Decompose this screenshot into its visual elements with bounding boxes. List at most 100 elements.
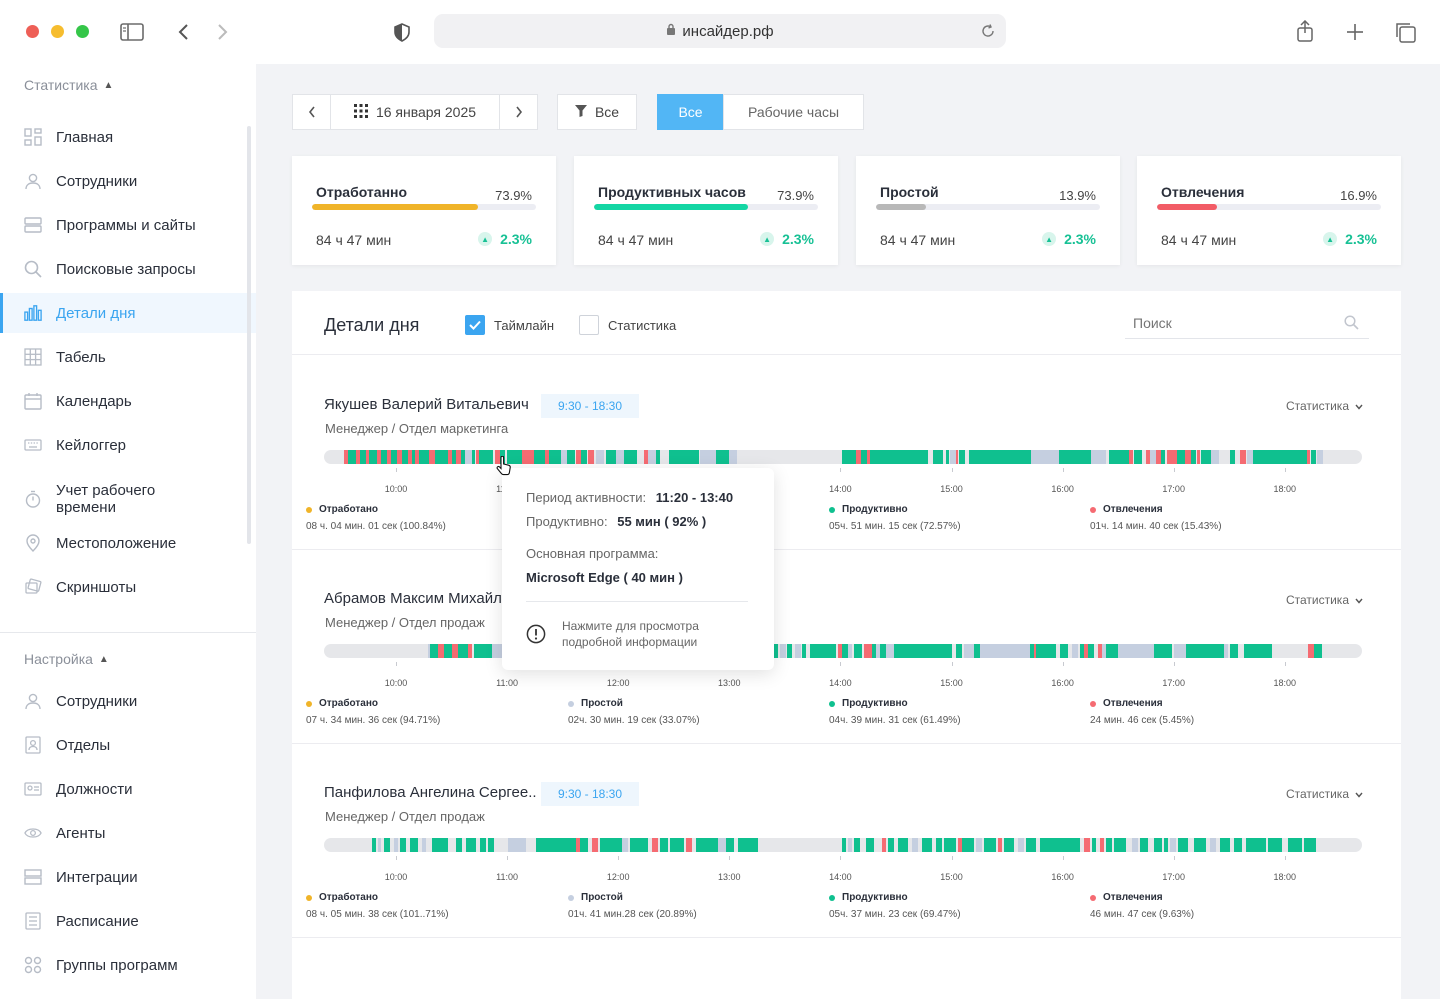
timeline-segment[interactable] bbox=[1084, 838, 1090, 852]
timeline-segment[interactable] bbox=[408, 450, 412, 464]
timeline-segment[interactable] bbox=[1194, 838, 1206, 852]
timeline-segment[interactable] bbox=[854, 838, 860, 852]
timeline-segment[interactable] bbox=[842, 644, 848, 658]
timeline-segment[interactable] bbox=[1161, 450, 1165, 464]
timeline-segment[interactable] bbox=[360, 450, 366, 464]
timeline-segment[interactable] bbox=[472, 450, 475, 464]
timeline-segment[interactable] bbox=[596, 450, 604, 464]
timeline-segment[interactable] bbox=[1220, 838, 1230, 852]
employee-row[interactable]: Якушев Валерий Витальевич 9:30 - 18:30 Мен… bbox=[292, 356, 1401, 550]
timeline-segment[interactable] bbox=[1140, 838, 1148, 852]
timeline-segment[interactable] bbox=[861, 450, 867, 464]
timeline-segment[interactable] bbox=[419, 450, 429, 464]
share-icon[interactable] bbox=[1293, 18, 1317, 44]
shield-icon[interactable] bbox=[391, 21, 413, 43]
timeline-segment[interactable] bbox=[1197, 450, 1200, 464]
timeline-segment[interactable] bbox=[410, 838, 418, 852]
timeline-segment[interactable] bbox=[466, 838, 476, 852]
toggle-all-button[interactable]: Все bbox=[657, 94, 724, 130]
sidebar-item[interactable]: Сотрудники bbox=[0, 161, 256, 201]
timeline-segment[interactable] bbox=[1060, 644, 1068, 658]
timeline-segment[interactable] bbox=[1150, 450, 1156, 464]
sidebar-item[interactable]: Программы и сайты bbox=[0, 205, 256, 245]
timeline-segment[interactable] bbox=[1166, 644, 1172, 658]
timeline-segment[interactable] bbox=[956, 450, 958, 464]
timeline-segment[interactable] bbox=[1100, 838, 1104, 852]
timeline-segment[interactable] bbox=[465, 450, 472, 464]
timeline-segment[interactable] bbox=[1308, 644, 1314, 658]
employee-row[interactable]: Абрамов Максим Михайлович Менеджер / Отде… bbox=[292, 550, 1401, 744]
timeline-segment[interactable] bbox=[1109, 450, 1129, 464]
timeline-segment[interactable] bbox=[616, 450, 624, 464]
timeline-segment[interactable] bbox=[545, 450, 549, 464]
timeline-segment[interactable] bbox=[400, 838, 406, 852]
timeline-segment[interactable] bbox=[1076, 838, 1080, 852]
tabs-overview-icon[interactable] bbox=[1392, 20, 1418, 44]
statistics-checkbox[interactable]: Статистика bbox=[579, 315, 676, 335]
reload-icon[interactable] bbox=[978, 21, 998, 41]
sidebar-item[interactable]: Агенты bbox=[0, 813, 256, 853]
sidebar-toggle-icon[interactable] bbox=[119, 21, 145, 43]
timeline-segment[interactable] bbox=[686, 838, 692, 852]
timeline-segment[interactable] bbox=[718, 838, 726, 852]
timeline-segment[interactable] bbox=[1246, 838, 1266, 852]
timeline-segment[interactable] bbox=[660, 838, 668, 852]
sidebar-item[interactable]: Должности bbox=[0, 769, 256, 809]
timeline-segment[interactable] bbox=[1178, 838, 1188, 852]
timeline-segment[interactable] bbox=[348, 450, 356, 464]
sidebar-item[interactable]: Сотрудники bbox=[0, 681, 256, 721]
timeline-segment[interactable] bbox=[998, 838, 1002, 852]
timeline-segment[interactable] bbox=[576, 838, 580, 852]
timeline-segment[interactable] bbox=[1170, 838, 1176, 852]
timeline-segment[interactable] bbox=[387, 450, 391, 464]
forward-icon[interactable] bbox=[212, 20, 234, 44]
timeline-segment[interactable] bbox=[936, 838, 942, 852]
timeline-segment[interactable] bbox=[1314, 644, 1322, 658]
timeline-segment[interactable] bbox=[430, 644, 438, 658]
timeline-segment[interactable] bbox=[1208, 644, 1224, 658]
timeline-segment[interactable] bbox=[1004, 838, 1014, 852]
timeline-segment[interactable] bbox=[787, 644, 792, 658]
timeline-segment[interactable] bbox=[648, 450, 656, 464]
employee-name[interactable]: Абрамов Максим Михайлович bbox=[324, 590, 535, 607]
sidebar-item[interactable]: Кейлоггер bbox=[0, 425, 256, 465]
timeline-segment[interactable] bbox=[492, 644, 502, 658]
next-day-button[interactable] bbox=[499, 94, 538, 130]
settings-section-header[interactable]: Настройка ▲ bbox=[24, 651, 109, 667]
timeline-segment[interactable] bbox=[1185, 450, 1191, 464]
statistics-dropdown[interactable]: Статистика bbox=[1286, 593, 1363, 607]
activity-tooltip[interactable]: Период активности: 11:20 - 13:40 Продукт… bbox=[502, 468, 774, 670]
timeline-segment[interactable] bbox=[580, 838, 588, 852]
timeline-segment[interactable] bbox=[950, 450, 956, 464]
timeline-segment[interactable] bbox=[946, 450, 949, 464]
timeline-segment[interactable] bbox=[1091, 450, 1106, 464]
timeline-segment[interactable] bbox=[912, 838, 918, 852]
timeline-segment[interactable] bbox=[956, 644, 962, 658]
timeline-segment[interactable] bbox=[1026, 838, 1036, 852]
timeline-segment[interactable] bbox=[372, 838, 376, 852]
timeline-segment[interactable] bbox=[1268, 838, 1276, 852]
timeline-segment[interactable] bbox=[1307, 450, 1310, 464]
timeline-segment[interactable] bbox=[716, 450, 729, 464]
timeline-segment[interactable] bbox=[870, 450, 928, 464]
timeline-segment[interactable] bbox=[856, 450, 861, 464]
sidebar-item[interactable]: Детали дня bbox=[0, 293, 256, 333]
sidebar-item[interactable]: Главная bbox=[0, 117, 256, 157]
timeline-segment[interactable] bbox=[588, 450, 594, 464]
employee-row[interactable]: Панфилова Ангелина Сергее.. 9:30 - 18:30 М… bbox=[292, 744, 1401, 938]
timeline-segment[interactable] bbox=[1106, 644, 1118, 658]
timeline-segment[interactable] bbox=[876, 644, 880, 658]
sidebar-item[interactable]: Группы программ bbox=[0, 945, 256, 985]
timeline-segment[interactable] bbox=[670, 838, 684, 852]
timeline-segment[interactable] bbox=[1098, 644, 1102, 658]
timeline-segment[interactable] bbox=[1132, 838, 1138, 852]
timeline-segment[interactable] bbox=[780, 644, 786, 658]
timeline-segment[interactable] bbox=[1088, 644, 1094, 658]
timeline-segment[interactable] bbox=[415, 450, 419, 464]
timeline-segment[interactable] bbox=[549, 450, 561, 464]
timeline-segment[interactable] bbox=[1304, 838, 1316, 852]
timeline-segment[interactable] bbox=[1167, 450, 1177, 464]
timeline-segment[interactable] bbox=[508, 838, 526, 852]
timeline-segment[interactable] bbox=[1177, 450, 1185, 464]
timeline-segment[interactable] bbox=[1156, 450, 1162, 464]
